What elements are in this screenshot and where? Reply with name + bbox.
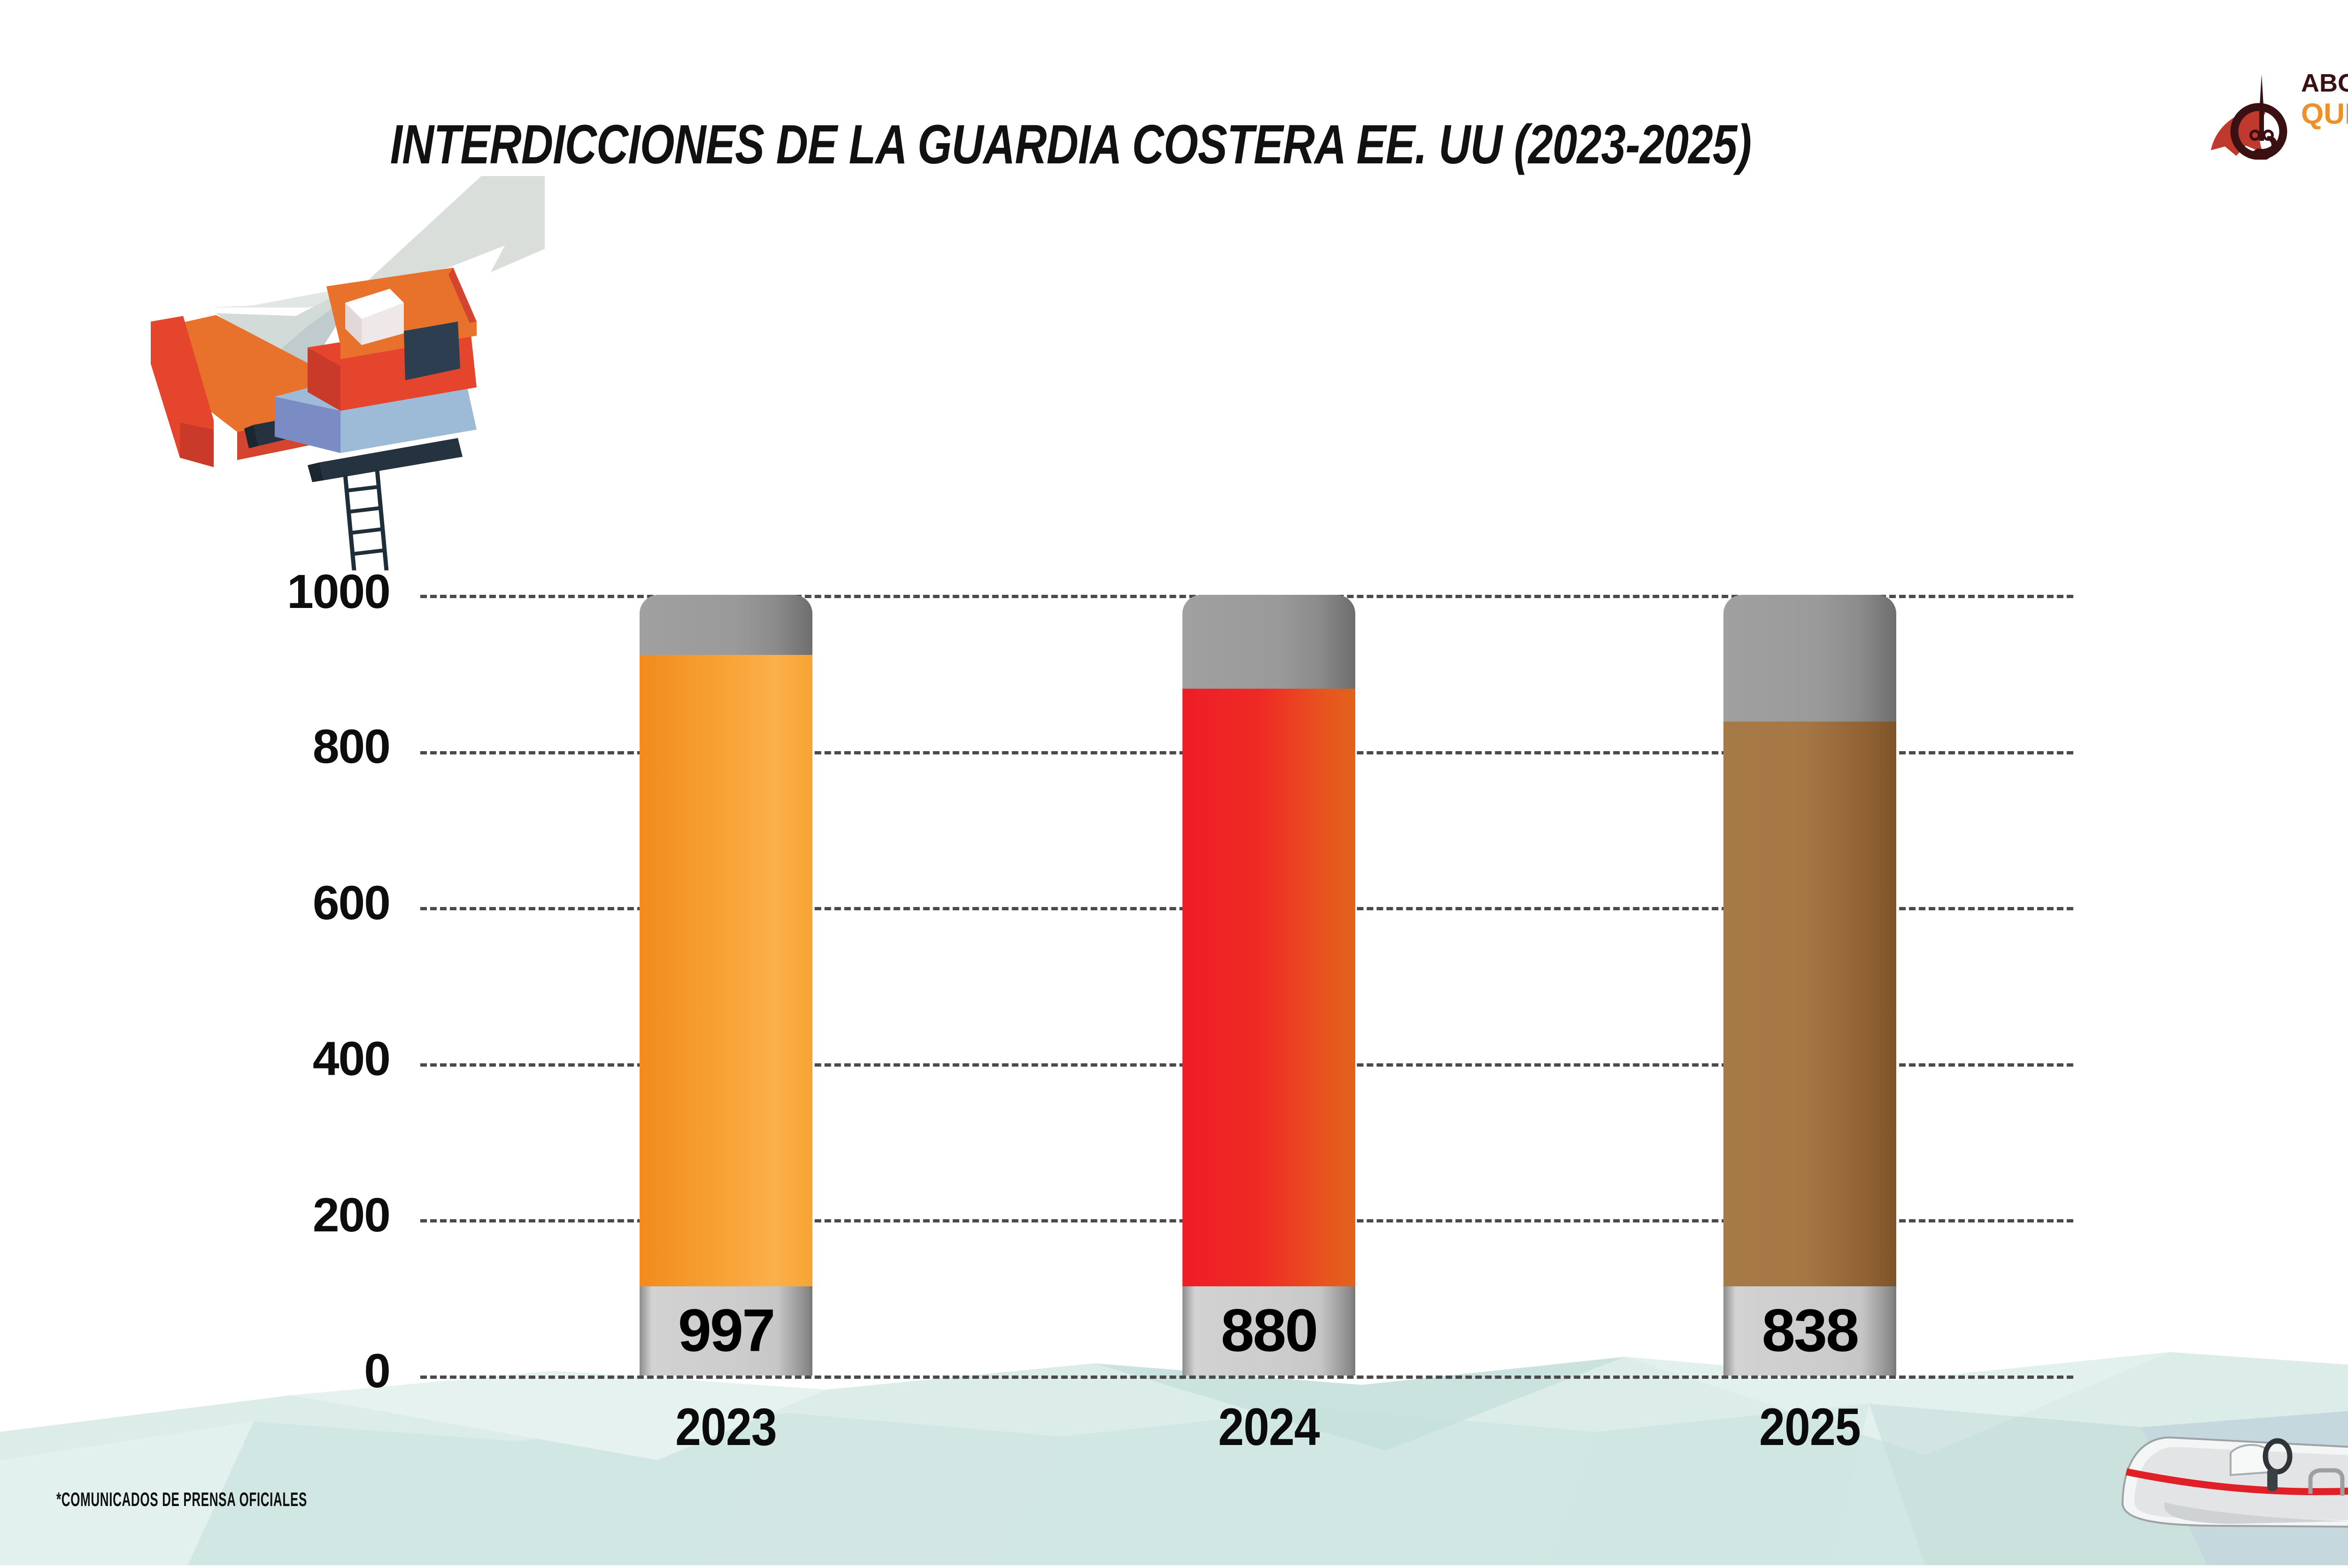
brand-logo-emblem — [2211, 74, 2287, 160]
footnote-source: *COMUNICADOS DE PRENSA OFICIALES — [56, 1488, 307, 1510]
page-title: INTERDICCIONES DE LA GUARDIA COSTERA EE.… — [390, 114, 1752, 176]
y-tick-label-1000: 1000 — [287, 565, 391, 618]
x-label-2024: 2024 — [1218, 1398, 1320, 1456]
x-label-2025: 2025 — [1759, 1398, 1861, 1456]
y-tick-label-200: 200 — [312, 1188, 391, 1242]
bar-value-2024: 880 — [1220, 1297, 1319, 1364]
y-tick-label-400: 400 — [312, 1032, 391, 1085]
x-label-2023: 2023 — [675, 1398, 777, 1456]
chart-plot-area: 997 880 838 — [420, 595, 2073, 1379]
logo-quiroga-label: QUIROGA® — [2301, 96, 2348, 129]
logo-quiroga-word: QUIROGA — [2301, 98, 2348, 131]
bar-2024[interactable]: 880 — [1182, 595, 1355, 1376]
bar-base-2025: 838 — [1723, 1286, 1896, 1376]
bar-2023[interactable]: 997 — [640, 595, 812, 1376]
bar-fill-2023 — [640, 655, 812, 1376]
bar-value-2025: 838 — [1761, 1297, 1860, 1364]
y-tick-label-0: 0 — [364, 1344, 391, 1398]
brand-logo-text: ABOGADO QUIROGA® — [2301, 70, 2348, 129]
bar-2025[interactable]: 838 — [1723, 595, 1896, 1376]
bar-fill-2024 — [1182, 689, 1355, 1376]
y-tick-label-600: 600 — [312, 876, 391, 930]
bar-fill-2025 — [1723, 722, 1896, 1376]
bar-base-2023: 997 — [640, 1286, 812, 1376]
gridline-0 — [420, 1376, 2073, 1379]
bar-base-2024: 880 — [1182, 1286, 1355, 1376]
bar-value-2023: 997 — [678, 1297, 776, 1364]
y-tick-label-800: 800 — [312, 720, 391, 773]
speedboat-icon — [2121, 1436, 2348, 1528]
rescue-helicopter-icon — [151, 176, 545, 570]
logo-abogado-label: ABOGADO — [2301, 69, 2348, 97]
